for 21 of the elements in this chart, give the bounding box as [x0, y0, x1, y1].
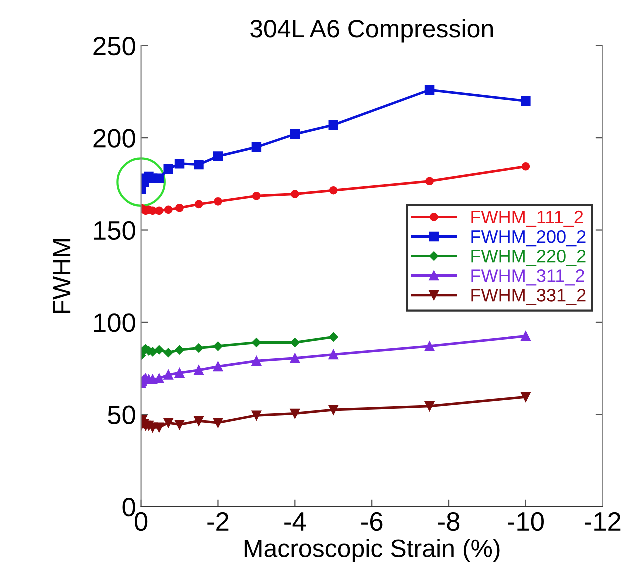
y-axis-title: FWHM: [53, 240, 71, 314]
y-tick-label: 250: [94, 37, 136, 56]
x-tick-label: -2: [208, 512, 229, 531]
legend-label: FWHM_111_2: [472, 210, 584, 228]
legend-label: FWHM_200_2: [472, 230, 586, 247]
chart-title: 304L A6 Compression: [250, 19, 493, 43]
y-tick-label: 50: [108, 406, 136, 424]
legend-label: FWHM_311_2: [472, 270, 584, 286]
legend-label: FWHM_220_2: [472, 250, 586, 266]
x-tick-label: -4: [284, 512, 306, 531]
y-tick-label: 200: [94, 129, 136, 148]
x-axis-title: Macroscopic Strain (%): [244, 539, 500, 562]
x-tick-label: -8: [438, 512, 460, 532]
x-tick-label: -10: [508, 512, 544, 532]
y-tick-label: 150: [94, 221, 136, 240]
legend-label: FWHM_331_2: [472, 289, 586, 306]
x-tick-label: -6: [362, 512, 383, 532]
x-tick-label: -12: [584, 512, 621, 531]
y-tick-label: 100: [94, 314, 136, 332]
x-tick-label: 0: [134, 512, 148, 532]
y-tick-label: 0: [122, 498, 136, 517]
